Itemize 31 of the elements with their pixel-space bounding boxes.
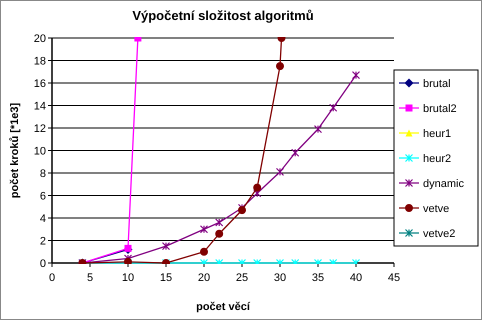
y-tick-label: 0	[40, 258, 46, 270]
legend-label: brutal2	[423, 102, 457, 115]
x-tick-label: 15	[160, 272, 172, 284]
y-tick-label: 14	[34, 100, 46, 112]
y-tick-label: 20	[34, 32, 46, 45]
y-tick-label: 2	[40, 235, 46, 248]
x-tick-label: 10	[122, 272, 134, 284]
x-tick-label: 5	[86, 272, 94, 284]
y-tick-label: 10	[34, 145, 46, 158]
y-tick-label: 8	[40, 168, 46, 180]
legend-label: vetve2	[423, 228, 456, 240]
y-tick-label: 16	[34, 78, 46, 90]
y-tick-label: 6	[40, 190, 46, 202]
y-tick-label: 4	[40, 212, 46, 225]
x-tick-label: 0	[48, 272, 56, 284]
y-tick-label: 12	[34, 122, 46, 135]
x-tick-label: 30	[274, 272, 286, 284]
y-tick-label: 18	[34, 55, 46, 68]
x-tick-label: 20	[198, 272, 210, 284]
legend-label: vetve	[423, 202, 450, 215]
legend-label: brutal	[423, 78, 451, 90]
x-tick-label: 35	[312, 272, 324, 284]
y-axis-title: počet kroků [*1e3]	[9, 102, 21, 198]
legend-label: dynamic	[423, 178, 464, 190]
legend-label: heur1	[423, 128, 452, 140]
x-axis-title: počet věcí	[196, 301, 251, 313]
x-tick-label: 25	[236, 272, 248, 284]
legend-label: heur2	[423, 152, 452, 165]
chart-title: Výpočetní složitost algoritmů	[132, 8, 314, 23]
x-tick-label: 40	[350, 272, 362, 284]
x-tick-label: 45	[388, 272, 400, 284]
